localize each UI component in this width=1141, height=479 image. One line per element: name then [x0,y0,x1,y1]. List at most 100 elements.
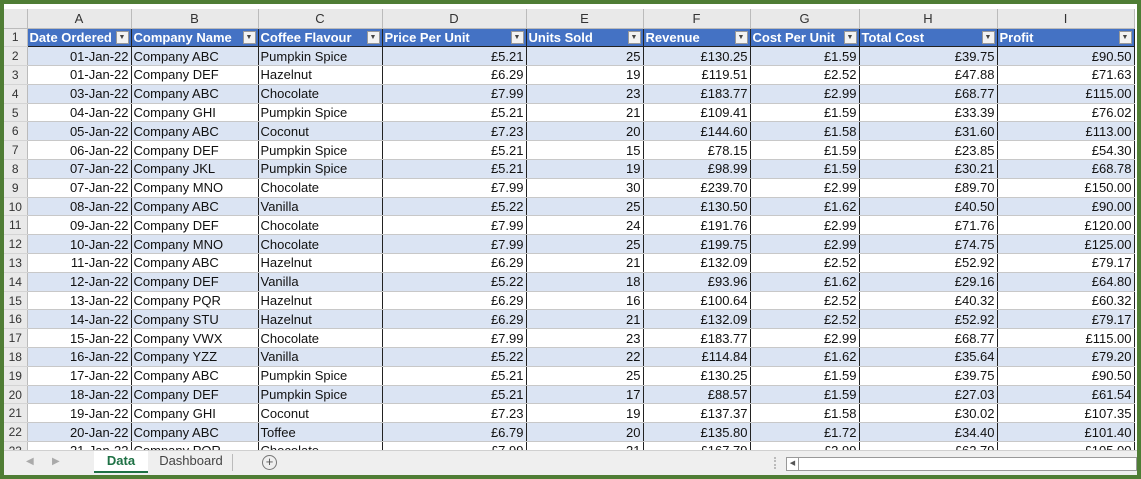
table-cell[interactable]: 07-Jan-22 [27,159,132,179]
table-cell[interactable]: £47.88 [859,65,998,85]
table-cell[interactable]: £39.75 [859,366,998,386]
table-cell[interactable]: £90.50 [997,46,1135,67]
table-cell[interactable]: 17 [526,385,644,405]
table-cell[interactable]: £98.99 [643,159,751,179]
row-number[interactable]: 20 [4,385,28,405]
filter-dropdown-icon[interactable]: ▼ [242,30,256,44]
table-cell[interactable]: Company MNO [131,234,259,255]
table-cell[interactable]: £1.59 [750,159,860,179]
table-cell[interactable]: 20 [526,121,644,142]
table-cell[interactable]: £5.21 [382,46,527,67]
table-cell[interactable]: £30.21 [859,159,998,179]
table-cell[interactable]: 19 [526,65,644,85]
table-cell[interactable]: 19 [526,403,644,424]
table-cell[interactable]: 25 [526,197,644,217]
table-cell[interactable]: £7.99 [382,328,527,349]
table-cell[interactable]: £109.41 [643,103,751,123]
table-cell[interactable]: Company VWX [131,328,259,349]
row-number[interactable]: 3 [4,65,28,85]
table-cell[interactable]: Company ABC [131,46,259,67]
table-cell[interactable]: £1.59 [750,103,860,123]
table-cell[interactable]: £2.99 [750,234,860,255]
table-cell[interactable]: Company PQR [131,441,259,450]
table-cell[interactable]: £33.39 [859,103,998,123]
table-cell[interactable]: £1.59 [750,385,860,405]
table-cell[interactable]: £39.75 [859,46,998,67]
table-cell[interactable]: £5.22 [382,347,527,367]
row-number[interactable]: 19 [4,366,28,386]
filter-dropdown-icon[interactable]: ▼ [1118,30,1132,44]
table-cell[interactable]: £40.32 [859,291,998,311]
table-cell[interactable]: £5.21 [382,140,527,161]
table-cell[interactable]: £7.99 [382,234,527,255]
table-cell[interactable]: £120.00 [997,215,1135,236]
table-cell[interactable]: 09-Jan-22 [27,215,132,236]
table-cell[interactable]: £2.99 [750,328,860,349]
table-header-cell[interactable]: Company Name ▼ [131,28,259,48]
table-cell[interactable]: £62.79 [859,441,998,450]
row-number[interactable]: 23 [4,441,28,450]
table-cell[interactable]: Company ABC [131,121,259,142]
horizontal-scrollbar[interactable]: ◀ [786,457,1137,471]
table-cell[interactable]: Pumpkin Spice [258,366,383,386]
table-cell[interactable]: 06-Jan-22 [27,140,132,161]
column-header-E[interactable]: E [526,9,644,29]
table-cell[interactable]: £150.00 [997,178,1135,198]
row-number[interactable]: 1 [4,28,28,48]
table-cell[interactable]: 23 [526,328,644,349]
table-cell[interactable]: £6.29 [382,291,527,311]
table-cell[interactable]: Company ABC [131,366,259,386]
table-cell[interactable]: £35.64 [859,347,998,367]
table-cell[interactable]: £115.00 [997,84,1135,104]
table-cell[interactable]: £239.70 [643,178,751,198]
table-cell[interactable]: £6.29 [382,65,527,85]
table-cell[interactable]: £78.15 [643,140,751,161]
table-header-cell[interactable]: Profit ▼ [997,28,1135,48]
table-cell[interactable]: 17-Jan-22 [27,366,132,386]
table-cell[interactable]: Company JKL [131,159,259,179]
column-header-C[interactable]: C [258,9,383,29]
table-cell[interactable]: Pumpkin Spice [258,140,383,161]
table-cell[interactable]: £2.99 [750,441,860,450]
table-cell[interactable]: 04-Jan-22 [27,103,132,123]
table-cell[interactable]: £132.09 [643,253,751,273]
table-cell[interactable]: £5.22 [382,272,527,292]
table-cell[interactable]: £199.75 [643,234,751,255]
table-cell[interactable]: Coconut [258,121,383,142]
table-header-cell[interactable]: Coffee Flavour ▼ [258,28,383,48]
row-number[interactable]: 16 [4,309,28,330]
table-cell[interactable]: £68.77 [859,328,998,349]
table-cell[interactable]: Company DEF [131,272,259,292]
table-cell[interactable]: Company GHI [131,403,259,424]
row-number[interactable]: 4 [4,84,28,104]
table-cell[interactable]: £34.40 [859,422,998,443]
table-cell[interactable]: £100.64 [643,291,751,311]
table-header-cell[interactable]: Total Cost ▼ [859,28,998,48]
filter-dropdown-icon[interactable]: ▼ [843,30,857,44]
filter-dropdown-icon[interactable]: ▼ [981,30,995,44]
table-cell[interactable]: £30.02 [859,403,998,424]
table-cell[interactable]: £29.16 [859,272,998,292]
table-cell[interactable]: £74.75 [859,234,998,255]
table-cell[interactable]: 18 [526,272,644,292]
table-cell[interactable]: £1.62 [750,347,860,367]
table-cell[interactable]: Chocolate [258,178,383,198]
table-cell[interactable]: £1.59 [750,140,860,161]
table-cell[interactable]: £1.62 [750,272,860,292]
table-cell[interactable]: £130.50 [643,197,751,217]
table-cell[interactable]: £113.00 [997,121,1135,142]
table-cell[interactable]: £60.32 [997,291,1135,311]
table-cell[interactable]: £132.09 [643,309,751,330]
table-cell[interactable]: £88.57 [643,385,751,405]
table-cell[interactable]: £64.80 [997,272,1135,292]
table-cell[interactable]: £68.78 [997,159,1135,179]
table-cell[interactable]: £5.21 [382,385,527,405]
row-number[interactable]: 21 [4,403,28,424]
next-sheet-icon[interactable]: ▶ [52,456,60,467]
table-cell[interactable]: £6.29 [382,253,527,273]
row-number[interactable]: 9 [4,178,28,198]
table-cell[interactable]: £1.62 [750,197,860,217]
table-cell[interactable]: Vanilla [258,197,383,217]
table-cell[interactable]: 19-Jan-22 [27,403,132,424]
column-header-A[interactable]: A [27,9,132,29]
